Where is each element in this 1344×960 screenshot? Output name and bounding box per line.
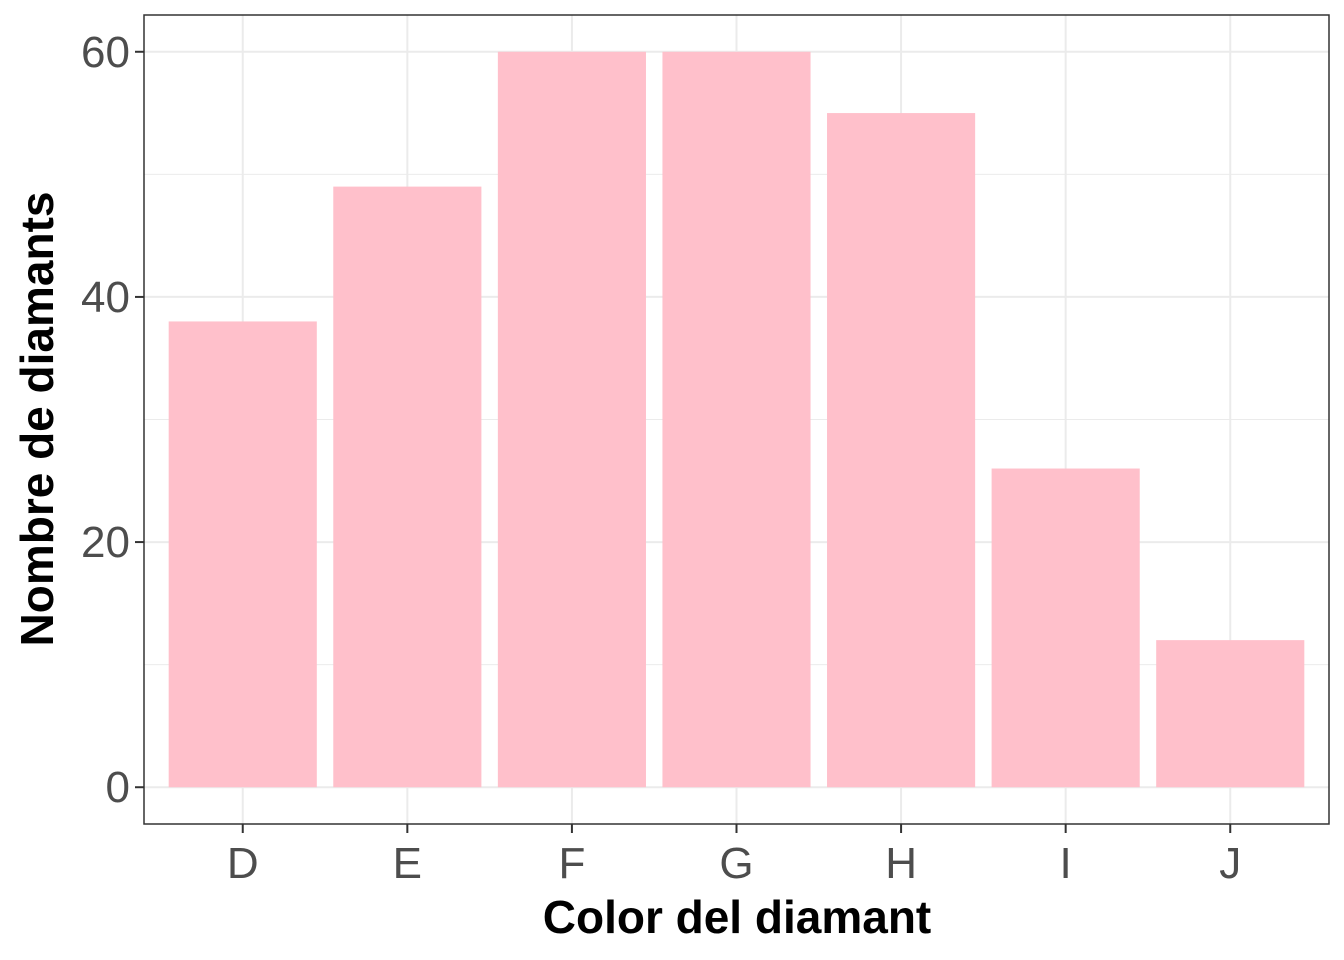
x-tick-label: H xyxy=(885,839,917,888)
y-tick-label: 0 xyxy=(106,763,130,812)
x-tick-label: J xyxy=(1219,839,1241,888)
y-tick-label: 60 xyxy=(81,28,130,77)
y-axis: 0 20 40 60 xyxy=(81,28,144,812)
bar-G xyxy=(662,51,811,788)
y-tick-label: 40 xyxy=(81,273,130,322)
x-tick-label: D xyxy=(227,839,259,888)
bar-D xyxy=(168,321,317,788)
x-tick-label: F xyxy=(558,839,585,888)
x-axis-title: Color del diamant xyxy=(543,891,931,943)
y-tick-label: 20 xyxy=(81,518,130,567)
bar-E xyxy=(333,186,482,788)
bar-J xyxy=(1156,640,1305,788)
bar-H xyxy=(827,113,976,788)
x-tick-label: G xyxy=(719,839,753,888)
x-tick-label: E xyxy=(393,839,422,888)
bar-I xyxy=(991,468,1140,788)
y-axis-title: Nombre de diamants xyxy=(11,192,63,647)
x-tick-label: I xyxy=(1060,839,1072,888)
bar-F xyxy=(497,51,646,788)
bars xyxy=(168,51,1305,788)
x-axis: D E F G H I J xyxy=(227,824,1241,888)
